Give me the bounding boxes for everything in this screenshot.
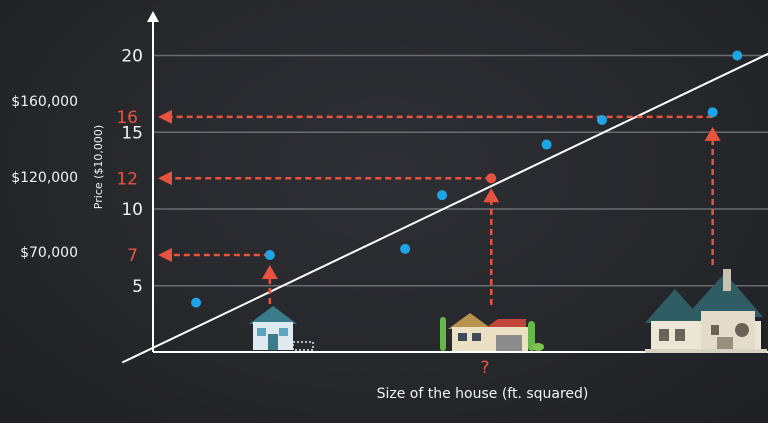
lookup-guides: [158, 109, 721, 305]
data-point: [264, 250, 275, 261]
data-point: [400, 243, 411, 254]
highlight-tick-label: 7: [127, 246, 138, 266]
price-label-120000: $120,000: [11, 170, 78, 186]
lookup-left-arrow: [158, 171, 172, 186]
y-tick-label: 5: [132, 277, 143, 297]
lookup-up-arrow: [261, 265, 278, 280]
data-point: [707, 107, 718, 118]
highlight-tick-label: 12: [116, 169, 138, 189]
grid-lines: [153, 54, 768, 287]
lookup-up-arrow: [483, 188, 500, 203]
lookup-left-arrow: [158, 109, 172, 124]
lookup-left-arrow: [158, 248, 172, 263]
y-axis-arrow: [147, 11, 159, 22]
unknown-size-marker: ?: [480, 358, 490, 378]
lookup-up-arrow: [704, 126, 721, 141]
y-axis-label: Price ($10,000): [92, 124, 105, 210]
medium-house-icon: [440, 313, 544, 351]
highlight-tick-label: 16: [116, 108, 138, 128]
y-tick-label: 10: [121, 200, 143, 220]
data-point: [191, 297, 202, 308]
data-point: [437, 190, 448, 201]
data-point: [541, 139, 552, 150]
price-label-70000: $70,000: [20, 245, 78, 261]
y-tick-label: 20: [121, 47, 143, 67]
y-tick-label: 15: [121, 123, 143, 143]
data-point: [596, 114, 607, 125]
data-point: [732, 50, 743, 61]
large-house-icon: [645, 269, 767, 353]
price-label-160000: $160,000: [11, 94, 78, 110]
x-axis-label: Size of the house (ft. squared): [376, 386, 589, 402]
y-tick-labels: 5 10 15 20 7 12 16: [116, 47, 143, 297]
small-house-icon: [249, 306, 314, 351]
trend-line: [121, 52, 768, 364]
data-points: [191, 50, 743, 308]
predicted-point: [486, 173, 497, 184]
regression-line: [121, 52, 768, 364]
houses: [249, 269, 767, 353]
